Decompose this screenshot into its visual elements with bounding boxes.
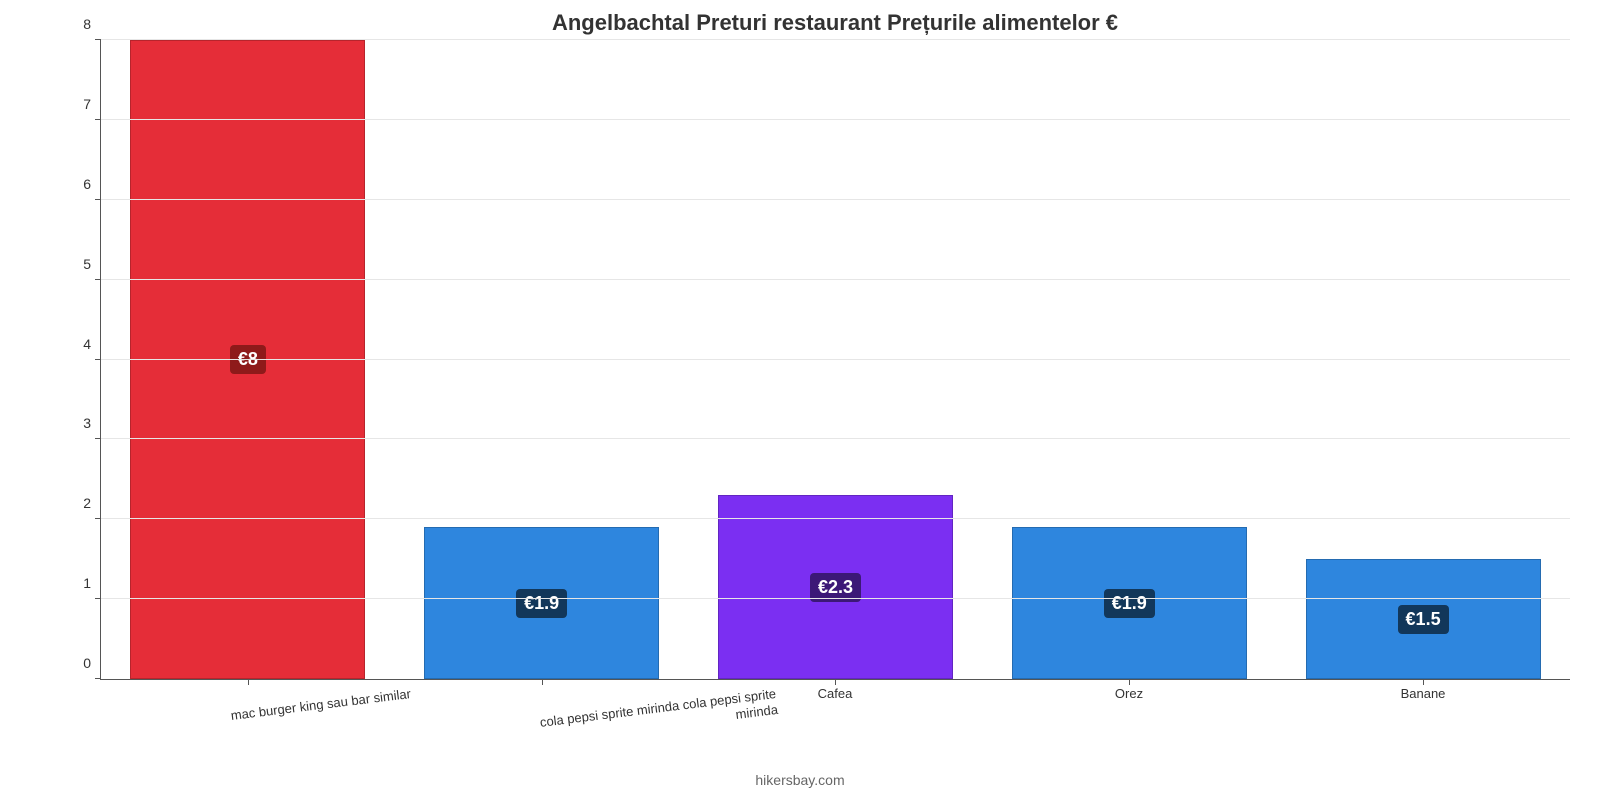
bar: €2.3 — [718, 495, 953, 679]
value-badge: €1.9 — [1104, 589, 1155, 618]
bar-slot: €1.9 — [982, 40, 1276, 679]
y-tick-mark — [95, 279, 101, 280]
bar: €1.9 — [424, 527, 659, 679]
grid-line — [101, 39, 1570, 40]
y-tick-label: 5 — [83, 256, 101, 272]
grid-line — [101, 199, 1570, 200]
y-tick-mark — [95, 199, 101, 200]
y-tick-mark — [95, 678, 101, 679]
bar: €1.9 — [1012, 527, 1247, 679]
y-tick-mark — [95, 119, 101, 120]
y-tick-label: 2 — [83, 495, 101, 511]
attribution-text: hikersbay.com — [0, 772, 1600, 788]
y-tick-mark — [95, 359, 101, 360]
y-tick-mark — [95, 39, 101, 40]
y-tick-label: 1 — [83, 575, 101, 591]
grid-line — [101, 598, 1570, 599]
x-label-slot: mac burger king sau bar similar — [100, 686, 394, 717]
y-tick-mark — [95, 598, 101, 599]
chart-title: Angelbachtal Preturi restaurant Prețuril… — [100, 10, 1570, 36]
y-tick-label: 8 — [83, 16, 101, 32]
x-tick-mark — [248, 679, 249, 685]
grid-line — [101, 438, 1570, 439]
grid-line — [101, 518, 1570, 519]
x-axis-label: Orez — [1115, 686, 1143, 717]
x-tick-mark — [1423, 679, 1424, 685]
bar: €8 — [130, 40, 365, 679]
x-axis-labels: mac burger king sau bar similarcola peps… — [100, 686, 1570, 717]
x-axis-label: Banane — [1401, 686, 1446, 717]
y-tick-mark — [95, 518, 101, 519]
plot-area: €8€1.9€2.3€1.9€1.5 012345678 — [100, 40, 1570, 680]
bar: €1.5 — [1306, 559, 1541, 679]
x-label-slot: Banane — [1276, 686, 1570, 717]
y-tick-mark — [95, 438, 101, 439]
grid-line — [101, 279, 1570, 280]
x-tick-mark — [1129, 679, 1130, 685]
y-tick-label: 6 — [83, 176, 101, 192]
bar-slot: €2.3 — [689, 40, 983, 679]
value-badge: €1.5 — [1398, 605, 1449, 634]
grid-line — [101, 359, 1570, 360]
value-badge: €8 — [230, 345, 266, 374]
x-tick-mark — [542, 679, 543, 685]
y-tick-label: 0 — [83, 655, 101, 671]
price-bar-chart: Angelbachtal Preturi restaurant Prețuril… — [0, 0, 1600, 800]
bar-slot: €1.5 — [1276, 40, 1570, 679]
x-axis-label: cola pepsi sprite mirinda cola pepsi spr… — [517, 686, 779, 749]
grid-line — [101, 119, 1570, 120]
y-tick-label: 4 — [83, 336, 101, 352]
bars-container: €8 €1.9 €2.3 €1.9 €1.5 — [101, 40, 1570, 679]
bar-slot: €1.9 — [395, 40, 689, 679]
x-axis-label: mac burger king sau bar similar — [230, 686, 414, 739]
bar-slot: €8 — [101, 40, 395, 679]
y-tick-label: 3 — [83, 415, 101, 431]
x-tick-mark — [835, 679, 836, 685]
y-tick-label: 7 — [83, 96, 101, 112]
x-label-slot: cola pepsi sprite mirinda cola pepsi spr… — [394, 686, 688, 717]
value-badge: €1.9 — [516, 589, 567, 618]
x-axis-label: Cafea — [818, 686, 853, 717]
x-label-slot: Orez — [982, 686, 1276, 717]
